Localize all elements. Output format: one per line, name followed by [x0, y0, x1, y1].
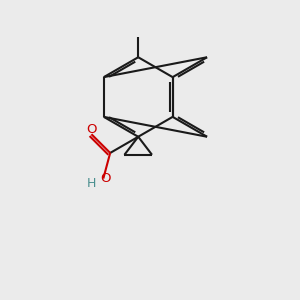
- Text: O: O: [86, 123, 97, 136]
- Text: O: O: [100, 172, 111, 185]
- Text: H: H: [86, 177, 96, 190]
